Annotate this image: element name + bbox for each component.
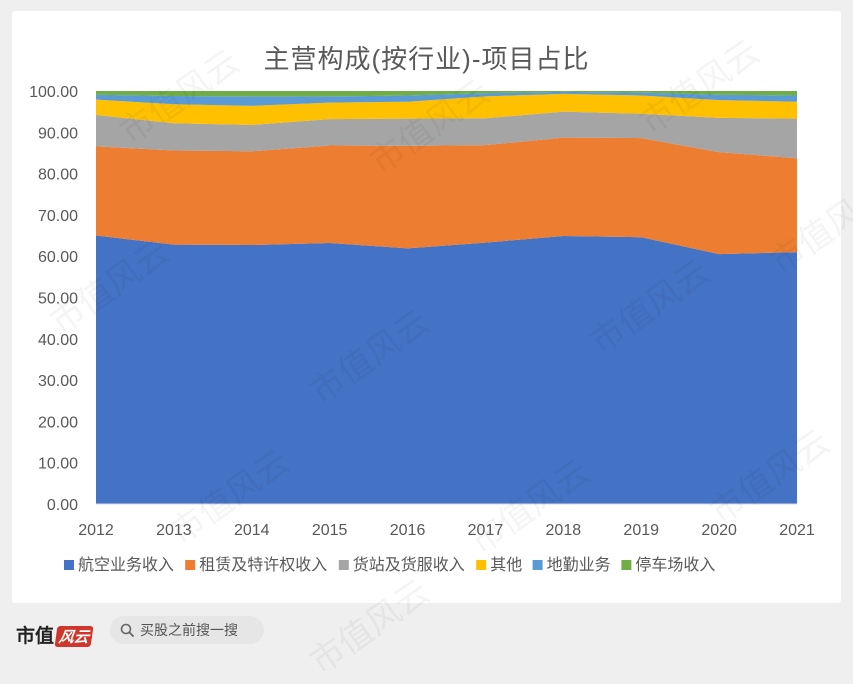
axes: 0.00 10.00 20.00 30.00 40.00 50.00 60.00 70.00 8… [29,84,815,539]
legend-label-4: 地勤业务 [547,555,611,574]
legend: 航空业务收入 租赁及特许权收入 货站及货服收入 其他 地勤业务 停车场收入 [64,555,715,574]
brand-logo[interactable]: 市值 风云 [16,621,94,648]
area-series-4 [96,91,797,106]
area-series-3 [96,93,797,125]
chart-title: 主营构成(按行业)-项目占比 [263,44,590,74]
y-tick-label: 60.00 [38,249,78,266]
y-tick-label: 20.00 [38,414,78,431]
search-box[interactable]: 买股之前搜一搜 [110,616,264,644]
legend-swatch-5 [621,560,632,570]
area-series-2 [96,111,797,159]
area-series-0 [96,235,797,505]
y-tick-label: 30.00 [38,373,78,390]
footer-bar: 市值 风云 买股之前搜一搜 [0,603,853,659]
y-tick-label: 0.00 [47,497,78,514]
series-areas [96,91,797,505]
x-tick-label: 2018 [546,522,582,539]
legend-swatch-2 [338,560,349,570]
search-icon [120,623,134,637]
stacked-area-chart: 0.00 10.00 20.00 30.00 40.00 50.00 60.00 70.00 8… [29,84,815,574]
legend-label-5: 停车场收入 [635,555,715,574]
y-tick-label: 10.00 [38,456,78,473]
legend-swatch-1 [185,560,196,570]
y-tick-label: 90.00 [38,125,78,142]
x-tick-label: 2014 [234,522,270,539]
x-tick-label: 2015 [312,522,348,539]
x-tick-label: 2019 [623,522,659,539]
brand-seal: 风云 [54,626,94,647]
legend-label-3: 其他 [490,555,522,574]
x-tick-label: 2013 [156,522,192,539]
x-tick-label: 2017 [468,522,504,539]
y-tick-label: 80.00 [38,167,78,184]
legend-label-1: 租赁及特许权收入 [199,555,327,574]
legend-swatch-0 [64,560,74,570]
x-tick-label: 2021 [779,522,815,539]
legend-label-0: 航空业务收入 [78,555,174,574]
y-tick-label: 70.00 [38,208,78,225]
y-tick-label: 40.00 [38,332,78,349]
x-tick-label: 2012 [78,522,114,539]
search-placeholder: 买股之前搜一搜 [140,622,238,638]
y-tick-label: 100.00 [29,84,78,101]
y-tick-label: 50.00 [38,291,78,308]
legend-label-2: 货站及货服收入 [353,555,465,574]
legend-swatch-3 [476,560,487,570]
x-tick-label: 2020 [701,522,737,539]
legend-swatch-4 [532,560,543,570]
area-series-1 [96,137,797,255]
brand-name: 市值 [16,626,55,647]
area-series-5 [96,91,797,97]
x-tick-label: 2016 [390,522,426,539]
